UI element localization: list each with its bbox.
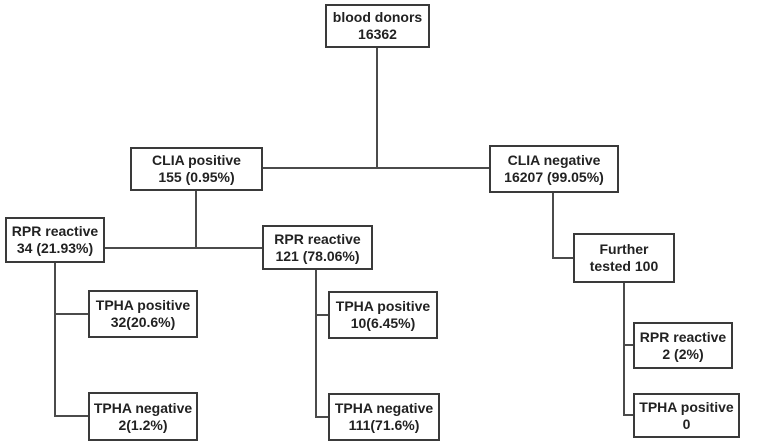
node-further-tested: Further tested 100 bbox=[573, 233, 675, 283]
node-tpha-negative-2: TPHA negative 2(1.2%) bbox=[88, 392, 198, 441]
node-blood-donors-line2: 16362 bbox=[358, 26, 397, 42]
connector-to-tpha-negative-111 bbox=[315, 416, 328, 418]
node-blood-donors-line1: blood donors bbox=[332, 9, 423, 25]
node-rpr-reactive-2-line1: RPR reactive bbox=[639, 328, 727, 345]
node-rpr-reactive-121-line1: RPR reactive bbox=[274, 230, 361, 247]
node-rpr-reactive-34: RPR reactive 34 (21.93%) bbox=[5, 217, 105, 263]
node-rpr-reactive-2: RPR reactive 2 (2%) bbox=[633, 322, 733, 369]
node-rpr-reactive-34-line1: RPR reactive bbox=[11, 223, 99, 239]
node-tpha-positive-10: TPHA positive 10(6.45%) bbox=[328, 291, 438, 339]
node-tpha-negative-111-line1: TPHA negative bbox=[334, 400, 434, 416]
connector-to-tpha-positive-0 bbox=[623, 414, 633, 416]
node-clia-negative-line2: 16207 (99.05%) bbox=[504, 169, 604, 185]
node-tpha-positive-0-line1: TPHA positive bbox=[639, 398, 734, 415]
connector-to-tpha-negative-2 bbox=[54, 415, 88, 417]
node-rpr-reactive-2-line2: 2 (2%) bbox=[662, 345, 704, 362]
node-tpha-positive-10-line2: 10(6.45%) bbox=[350, 315, 416, 331]
node-clia-negative-line1: CLIA negative bbox=[507, 152, 601, 168]
connector-clia-horizontal bbox=[263, 167, 489, 169]
node-tpha-positive-32: TPHA positive 32(20.6%) bbox=[88, 290, 198, 338]
connector-clia-negative-down bbox=[552, 193, 554, 259]
node-tpha-negative-2-line1: TPHA negative bbox=[93, 399, 193, 416]
node-tpha-negative-111-line2: 111(71.6%) bbox=[348, 417, 420, 433]
connector-to-tpha-positive-32 bbox=[54, 313, 88, 315]
node-clia-positive-line2: 155 (0.95%) bbox=[158, 169, 235, 185]
node-tpha-positive-32-line1: TPHA positive bbox=[95, 297, 191, 313]
connector-blood-donors-down bbox=[376, 48, 378, 168]
connector-rpr-horizontal bbox=[105, 247, 262, 249]
node-tpha-positive-0-line2: 0 bbox=[682, 415, 691, 432]
node-further-tested-line1: Further bbox=[599, 241, 649, 257]
connector-rpr34-down bbox=[54, 263, 56, 417]
connector-to-further-tested bbox=[552, 257, 573, 259]
node-clia-positive: CLIA positive 155 (0.95%) bbox=[130, 147, 263, 191]
connector-to-tpha-positive-10 bbox=[315, 314, 328, 316]
node-tpha-negative-2-line2: 2(1.2%) bbox=[118, 416, 168, 433]
node-rpr-reactive-121-line2: 121 (78.06%) bbox=[275, 247, 360, 264]
node-tpha-positive-32-line2: 32(20.6%) bbox=[110, 314, 176, 330]
node-tpha-negative-111: TPHA negative 111(71.6%) bbox=[328, 393, 440, 441]
connector-rpr121-down bbox=[315, 270, 317, 418]
connector-clia-positive-down bbox=[195, 191, 197, 249]
connector-to-rpr-reactive-2 bbox=[623, 344, 633, 346]
node-further-tested-line2: tested 100 bbox=[589, 258, 659, 274]
node-rpr-reactive-121: RPR reactive 121 (78.06%) bbox=[262, 225, 373, 270]
connector-further-tested-down bbox=[623, 283, 625, 416]
node-tpha-positive-10-line1: TPHA positive bbox=[335, 298, 431, 314]
node-clia-positive-line1: CLIA positive bbox=[152, 152, 241, 168]
node-blood-donors: blood donors 16362 bbox=[325, 4, 430, 48]
node-tpha-positive-0: TPHA positive 0 bbox=[633, 393, 740, 438]
node-rpr-reactive-34-line2: 34 (21.93%) bbox=[16, 240, 94, 256]
node-clia-negative: CLIA negative 16207 (99.05%) bbox=[489, 145, 619, 193]
